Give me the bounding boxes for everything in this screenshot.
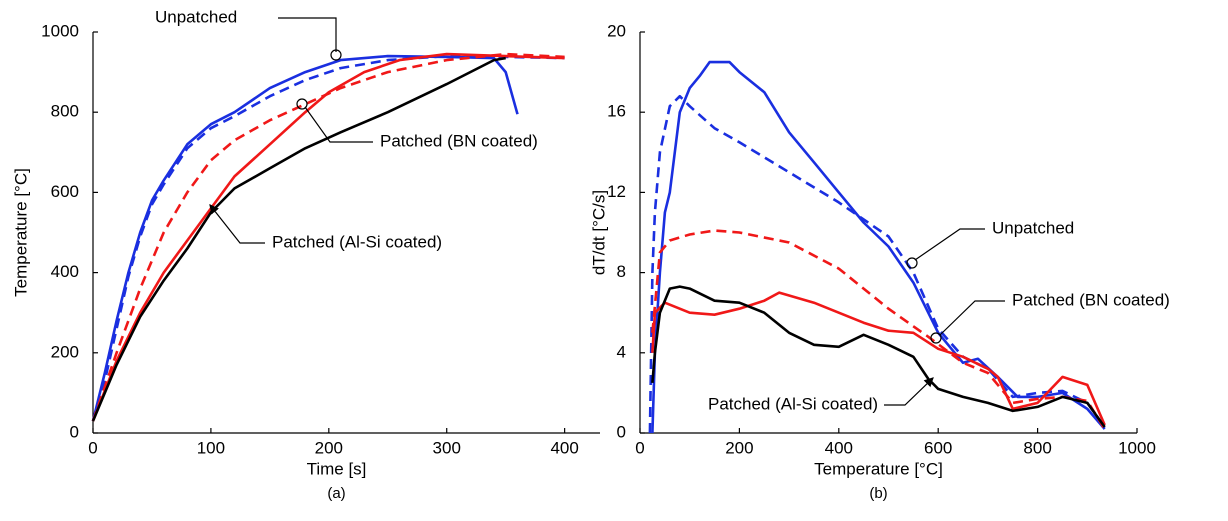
x-axis-label: Temperature [°C] xyxy=(814,459,943,478)
y-tick-label: 16 xyxy=(607,102,626,121)
x-tick-label: 600 xyxy=(924,438,952,457)
annotation-circle xyxy=(930,332,942,344)
x-tick-label: 100 xyxy=(197,438,225,457)
annotation-circle xyxy=(330,49,342,61)
annotation-circle xyxy=(906,257,918,269)
data-line xyxy=(91,56,506,422)
annotation-pointer xyxy=(304,106,373,143)
annotation: Patched (BN coated) xyxy=(1012,290,1170,309)
x-tick-label: 0 xyxy=(635,438,644,457)
caption: (a) xyxy=(327,485,345,502)
data-line xyxy=(651,291,1106,426)
y-tick-label: 8 xyxy=(617,262,626,281)
annotation-pointer xyxy=(278,17,337,52)
x-tick-label: 1000 xyxy=(1118,438,1156,457)
annotation-pointer xyxy=(209,204,265,244)
y-tick-label: 4 xyxy=(617,342,626,361)
y-tick-label: 20 xyxy=(607,21,626,40)
data-line xyxy=(651,285,1106,428)
x-tick-label: 300 xyxy=(433,438,461,457)
annotation-pointer xyxy=(914,228,985,261)
y-axis-label: Temperature [°C] xyxy=(11,168,30,297)
annotation-pointer xyxy=(939,300,1005,336)
annotation: Patched (Al-Si coated) xyxy=(272,232,442,251)
y-tick-label: 0 xyxy=(617,422,626,441)
annotation: Patched (BN coated) xyxy=(380,131,538,150)
data-line xyxy=(651,60,1106,434)
x-tick-label: 400 xyxy=(550,438,578,457)
x-tick-label: 0 xyxy=(88,438,97,457)
x-axis-label: Time [s] xyxy=(307,459,367,478)
caption: (b) xyxy=(869,485,887,502)
x-tick-label: 400 xyxy=(825,438,853,457)
annotation-circle xyxy=(296,98,308,110)
y-tick-label: 12 xyxy=(607,182,626,201)
annotation-pointer xyxy=(884,377,934,406)
y-tick-label: 1000 xyxy=(41,21,79,40)
x-tick-label: 800 xyxy=(1023,438,1051,457)
annotation: Patched (Al-Si coated) xyxy=(708,394,878,413)
data-line xyxy=(648,94,1106,434)
x-tick-label: 200 xyxy=(725,438,753,457)
y-tick-label: 800 xyxy=(51,102,79,121)
x-tick-label: 200 xyxy=(315,438,343,457)
y-axis-label: dT/dt [°C/s] xyxy=(589,190,608,275)
y-tick-label: 400 xyxy=(51,262,79,281)
y-tick-label: 200 xyxy=(51,342,79,361)
data-line xyxy=(91,52,565,422)
data-line xyxy=(651,229,1106,430)
y-tick-label: 600 xyxy=(51,182,79,201)
data-line xyxy=(91,52,565,422)
annotation: Unpatched xyxy=(992,218,1074,237)
y-tick-label: 0 xyxy=(70,422,79,441)
annotation: Unpatched xyxy=(155,7,237,26)
